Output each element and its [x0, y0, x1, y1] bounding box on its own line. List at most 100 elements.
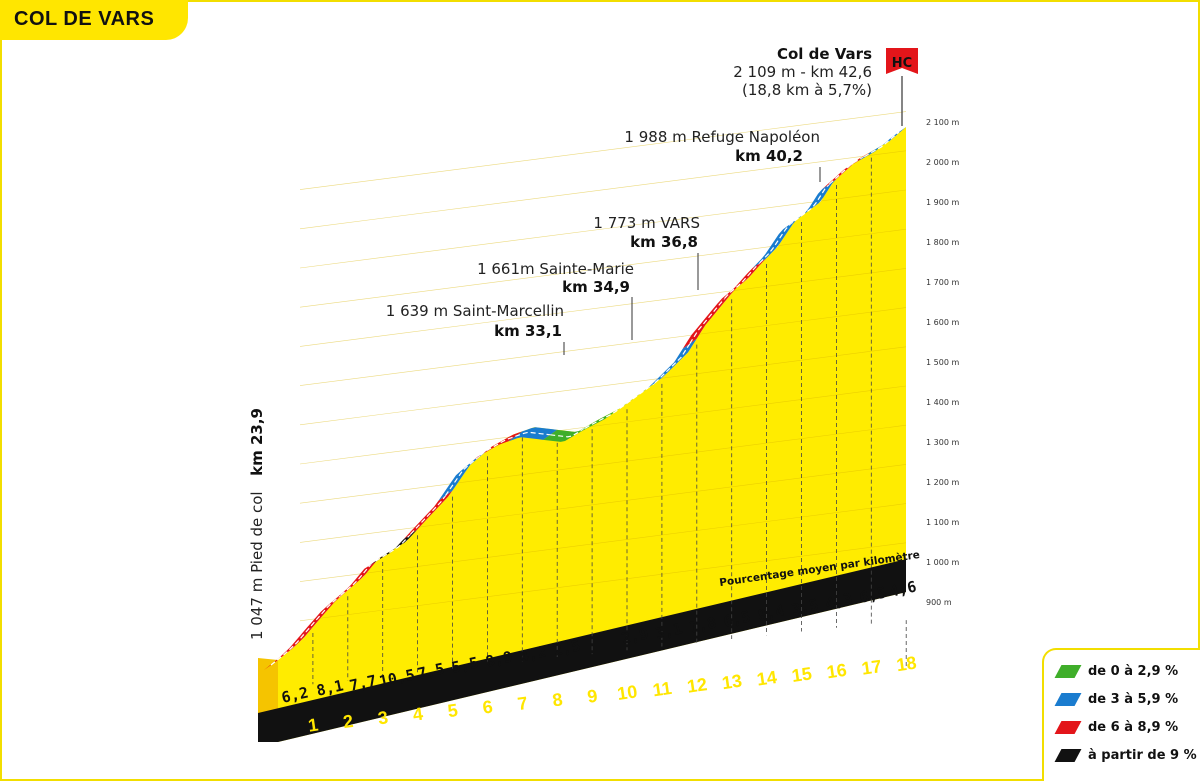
legend-swatch-green [1054, 664, 1082, 678]
km-label-4: 4 [412, 704, 425, 725]
y-tick-3: 1 200 m [926, 478, 959, 487]
annotation-3-km: km 36,8 [630, 233, 698, 251]
km-label-5: 5 [446, 700, 459, 721]
annotation-2-alt: 1 661m Sainte-Marie [477, 260, 634, 278]
annotation-summit-name: Col de Vars [777, 45, 872, 63]
grid-line-7 [299, 307, 907, 386]
grid-line-1 [299, 542, 907, 622]
grid-line-6 [299, 346, 907, 426]
ridge-dash-18 [864, 131, 900, 158]
y-tick-5: 1 400 m [926, 398, 959, 407]
profile-area [278, 127, 906, 742]
ridge-dash-11 [619, 382, 656, 409]
km-label-7: 7 [516, 693, 529, 714]
grid-line-5 [299, 385, 907, 465]
ridge-dash-15 [759, 220, 795, 264]
y-tick-4: 1 300 m [926, 438, 959, 447]
y-tick-12: 2 100 m [926, 118, 959, 127]
ridge-segment-18 [857, 127, 906, 162]
y-tick-2: 1 100 m [926, 518, 959, 527]
legend-label-blue: de 3 à 5,9 % [1088, 691, 1179, 707]
summit-flag [886, 48, 918, 74]
km-label-9: 9 [586, 686, 599, 707]
ridge-segment-8 [508, 427, 558, 442]
legend-swatch-blue [1054, 692, 1082, 706]
gradient-label-19: 4,6 [888, 577, 918, 600]
km-label-2: 2 [342, 711, 355, 732]
grid-line-12 [299, 111, 907, 190]
ridge-dash-5 [410, 495, 446, 535]
grid-line-10 [299, 189, 907, 269]
y-tick-0: 900 m [926, 598, 952, 607]
km-label-14: 14 [756, 667, 779, 690]
km-label-12: 12 [686, 674, 709, 697]
ridge-dash-6 [445, 454, 481, 496]
annotation-2-km: km 34,9 [562, 278, 630, 296]
km-label-10: 10 [616, 681, 639, 704]
gradient-label-8: 4,2 [518, 642, 548, 665]
gradient-label-6: 5,5 [450, 653, 480, 676]
ridge-dash-2 [305, 594, 342, 633]
annotation-start-alt: 1 047 m Pied de col [248, 491, 266, 640]
gradient-label-7: 8,9 [484, 647, 514, 670]
annotation-1-alt: 1 639 m Saint-Marcellin [386, 302, 564, 320]
km-label-15: 15 [790, 663, 813, 686]
legend-label-green: de 0 à 2,9 % [1088, 663, 1179, 679]
y-tick-11: 2 000 m [926, 158, 959, 167]
ridge-dash-16 [794, 183, 830, 222]
km-label-3: 3 [377, 707, 390, 728]
km-label-11: 11 [651, 678, 673, 700]
legend: de 0 à 2,9 % de 3 à 5,9 % de 6 à 8,9 % à… [1042, 648, 1200, 781]
km-label-18: 18 [895, 653, 918, 676]
grid-line-3 [299, 464, 907, 543]
legend-label-red: de 6 à 8,9 % [1088, 719, 1179, 735]
km-label-17: 17 [860, 656, 883, 679]
gradient-label-18: 6,5 [858, 583, 888, 606]
annotation-summit-km: 2 109 m - km 42,6 [733, 63, 872, 81]
y-tick-1: 1 000 m [926, 558, 959, 567]
gradient-label-16: 3,5 [790, 595, 820, 618]
gradient-label-1: 6,2 [280, 683, 310, 706]
legend-swatch-black [1054, 748, 1082, 762]
chart-title: COL DE VARS [14, 8, 155, 30]
ridge-segment-9 [543, 423, 593, 442]
gradient-label-14: 6,5 [722, 607, 752, 630]
annotation-4-alt: 1 988 m Refuge Napoléon [624, 128, 820, 146]
legend-item-black: à partir de 9 % [1054, 744, 1197, 766]
grid-line-11 [299, 150, 907, 230]
y-tick-8: 1 700 m [926, 278, 959, 287]
ridge-dash-7 [480, 435, 516, 456]
ridge-segment-17 [822, 151, 872, 189]
annotation-summit-stats: (18,8 km à 5,7%) [742, 81, 872, 99]
gradient-label-9: 2,5 [552, 636, 582, 659]
ridge-dash-14 [724, 262, 761, 299]
legend-label-black: à partir de 9 % [1088, 747, 1197, 763]
gradient-label-11: 2,9 [620, 624, 650, 647]
km-label-1: 1 [307, 714, 320, 735]
km-label-13: 13 [721, 671, 744, 694]
gradient-label-5: 7,5 [416, 659, 446, 682]
y-tick-10: 1 900 m [926, 198, 959, 207]
annotation-4-km: km 40,2 [735, 147, 803, 165]
grid-line-4 [299, 424, 907, 504]
ridge-segment-4 [368, 529, 418, 566]
km-label-6: 6 [481, 696, 494, 717]
grid-line-2 [299, 503, 907, 582]
legend-item-blue: de 3 à 5,9 % [1054, 688, 1179, 710]
gradient-label-12: 3,1 [654, 619, 684, 642]
gradient-label-3: 7,7 [348, 671, 378, 694]
legend-item-green: de 0 à 2,9 % [1054, 660, 1179, 682]
legend-item-red: de 6 à 8,9 % [1054, 716, 1179, 738]
gradient-label-17: 4,3 [824, 589, 854, 612]
title-tab: COL DE VARS [0, 0, 188, 40]
profile-base [258, 559, 906, 742]
ridge-dash-13 [689, 297, 726, 344]
y-tick-7: 1 600 m [926, 318, 959, 327]
gradient-label-15: 8,4 [756, 601, 786, 624]
ridge-dash-3 [340, 560, 377, 596]
annotation-start-km: km 23,9 [248, 408, 266, 476]
gradient-label-2: 8,1 [315, 676, 345, 699]
summit-category: HC [892, 56, 912, 71]
